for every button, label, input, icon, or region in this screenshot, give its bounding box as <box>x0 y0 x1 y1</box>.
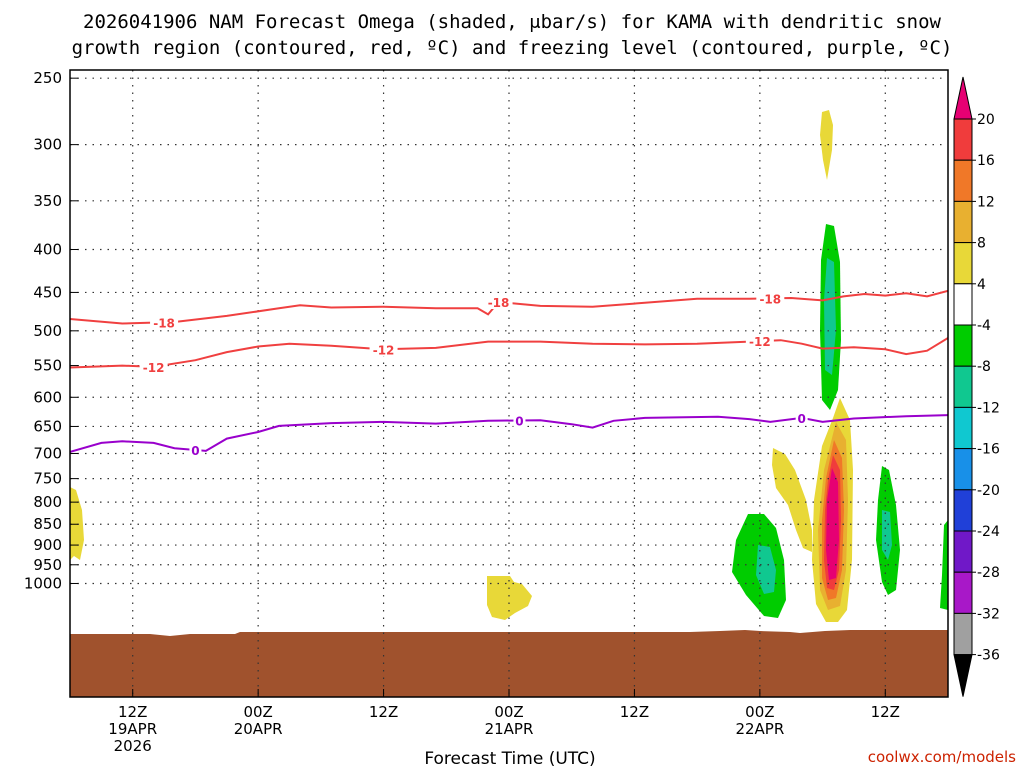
y-axis: 250 300 350 400 450 500 550 600 650 700 750 800 850 9… <box>24 69 78 592</box>
colorbar-bin <box>953 200 973 244</box>
colorbar-label: 16 <box>977 153 995 169</box>
y-tick-label: 850 <box>33 515 62 533</box>
chart-title-line-1: 2026041906 NAM Forecast Omega (shaded, μ… <box>83 11 941 33</box>
contour-label-background <box>756 291 785 306</box>
x-tick-label: 21APR <box>485 720 534 738</box>
contour-label-background <box>484 295 513 310</box>
x-tick-label: 00Z <box>494 703 523 721</box>
y-tick-label: 600 <box>33 388 62 406</box>
colorbar-bin <box>953 406 973 450</box>
y-tick-label: 900 <box>33 536 62 554</box>
contour-label-background <box>139 359 168 374</box>
colorbar-bin <box>953 489 973 532</box>
contour-label: -12 <box>749 335 771 349</box>
colorbar-label: -28 <box>977 565 1000 581</box>
contour-label: -18 <box>759 292 781 306</box>
omega-negative-region <box>824 258 836 375</box>
contour-lines: -18 -18 -18 -12 -12 -12 0 0 0 <box>70 289 948 458</box>
colorbar-label: -20 <box>977 483 1000 499</box>
contour-label: 0 <box>797 412 805 426</box>
colorbar-label: -24 <box>977 524 1000 540</box>
contour-dgz-top <box>70 289 948 325</box>
contour-label: -18 <box>153 316 175 330</box>
omega-positive-region <box>70 487 84 560</box>
y-tick-label: 300 <box>33 136 62 154</box>
colorbar-label: 12 <box>977 194 995 210</box>
x-tick-label: 00Z <box>243 703 272 721</box>
x-tick-label: 2026 <box>114 737 152 755</box>
contour-label: 0 <box>515 414 523 428</box>
omega-negative-region <box>882 510 892 560</box>
y-tick-label: 650 <box>33 417 62 435</box>
colorbar-bin <box>953 571 973 614</box>
x-tick-label: 19APR <box>108 720 157 738</box>
contour-label-background <box>189 442 202 457</box>
y-tick-label: 350 <box>33 192 62 210</box>
credit-text: coolwx.com/models <box>868 748 1016 766</box>
y-tick-label: 800 <box>33 493 62 511</box>
y-tick-label: 400 <box>33 240 62 258</box>
omega-positive-region <box>820 110 833 180</box>
contour-label-background <box>745 334 774 349</box>
omega-shading <box>70 110 948 622</box>
colorbar-label: -8 <box>977 359 991 375</box>
colorbar-max-arrow <box>953 76 973 120</box>
x-tick-label: 12Z <box>620 703 649 721</box>
x-tick-label: 20APR <box>234 720 283 738</box>
colorbar-label: -16 <box>977 442 1000 458</box>
colorbar-label: 20 <box>977 112 995 128</box>
omega-positive-region <box>487 576 532 620</box>
colorbar-bin <box>953 324 973 367</box>
y-tick-label: 250 <box>33 69 62 87</box>
colorbar-label: 4 <box>977 277 986 293</box>
contour-label: -12 <box>143 361 165 375</box>
colorbar-bin <box>953 242 973 285</box>
y-tick-label: 750 <box>33 470 62 488</box>
contour-label-background <box>150 315 179 330</box>
colorbar-min-arrow <box>953 654 973 697</box>
colorbar: 20 16 12 8 4 -4 -8 -12 -16 -20 -24 -28 -32 -36 <box>953 76 1000 697</box>
colorbar-label: -4 <box>977 318 991 334</box>
chart-title-line-2: growth region (contoured, red, ºC) and f… <box>72 37 953 59</box>
x-tick-label: 22APR <box>735 720 784 738</box>
y-tick-label: 500 <box>33 322 62 340</box>
colorbar-bin <box>953 448 973 491</box>
x-tick-label: 12Z <box>118 703 147 721</box>
colorbar-bin <box>953 612 973 656</box>
contour-dgz-bottom <box>70 337 948 369</box>
x-tick-label: 12Z <box>369 703 398 721</box>
contour-label: -12 <box>373 343 395 357</box>
colorbar-bin <box>953 283 973 326</box>
y-tick-label: 1000 <box>24 574 62 592</box>
y-tick-label: 950 <box>33 556 62 574</box>
contour-label: 0 <box>191 444 199 458</box>
omega-positive-region <box>772 448 812 552</box>
contour-label: -18 <box>488 296 510 310</box>
colorbar-bin <box>953 159 973 202</box>
colorbar-bin <box>953 365 973 408</box>
colorbar-bin <box>953 118 973 161</box>
x-axis-title: Forecast Time (UTC) <box>424 749 595 768</box>
contour-label-background <box>513 413 526 428</box>
omega-negative-region <box>756 545 776 594</box>
colorbar-bin <box>953 530 973 573</box>
contour-freezing-level <box>70 414 948 453</box>
y-tick-label: 550 <box>33 357 62 375</box>
colorbar-label: 8 <box>977 236 986 252</box>
x-tick-label: 00Z <box>745 703 774 721</box>
colorbar-label: -12 <box>977 400 1000 416</box>
colorbar-label: -36 <box>977 648 1000 664</box>
omega-strong-positive-region <box>826 468 839 580</box>
omega-negative-region <box>940 520 948 610</box>
colorbar-label: -32 <box>977 606 1000 622</box>
contour-label-background <box>795 410 808 425</box>
contour-label-background <box>369 342 398 357</box>
y-tick-label: 450 <box>33 283 62 301</box>
plot-frame <box>69 69 949 698</box>
y-tick-label: 700 <box>33 444 62 462</box>
x-tick-label: 12Z <box>871 703 900 721</box>
